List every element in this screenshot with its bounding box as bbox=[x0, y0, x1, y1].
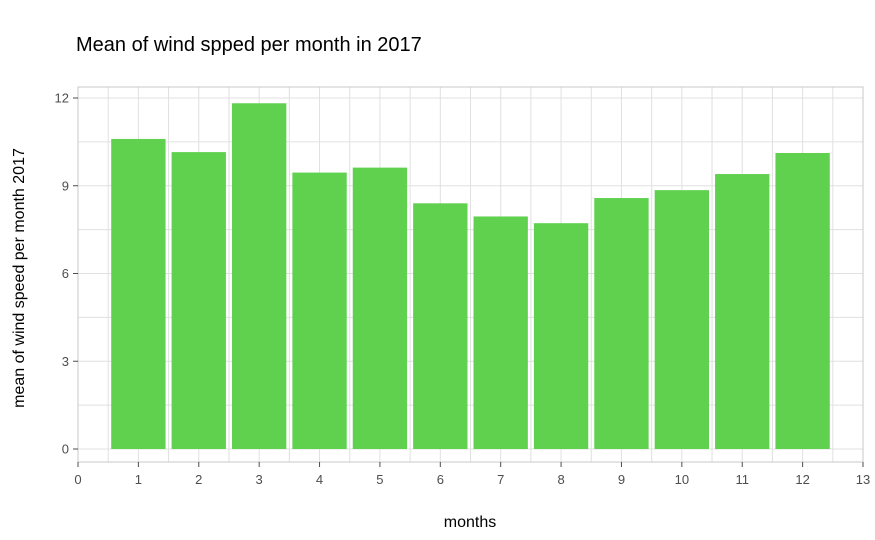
y-tick-label: 0 bbox=[62, 442, 69, 457]
bar-11 bbox=[715, 174, 770, 450]
bar-1 bbox=[111, 138, 166, 449]
bar-4 bbox=[292, 172, 347, 449]
bar-5 bbox=[352, 167, 408, 450]
y-axis: 0 3 6 9 12 bbox=[55, 91, 78, 457]
y-tick-label: 6 bbox=[62, 266, 69, 281]
chart-title: Mean of wind spped per month in 2017 bbox=[76, 34, 422, 56]
bar-6 bbox=[413, 203, 468, 449]
x-tick-label: 11 bbox=[735, 472, 749, 487]
x-tick-label: 0 bbox=[74, 472, 81, 487]
x-tick-label: 2 bbox=[195, 472, 202, 487]
x-tick-label: 9 bbox=[618, 472, 625, 487]
panel-border bbox=[77, 86, 864, 463]
x-tick-label: 4 bbox=[316, 472, 323, 487]
bar-9 bbox=[594, 198, 649, 449]
bar-7 bbox=[473, 216, 528, 449]
x-tick-label: 5 bbox=[376, 472, 383, 487]
y-axis-label: mean of wind speed per month 2017 bbox=[11, 148, 28, 408]
bar-3 bbox=[231, 103, 287, 449]
x-tick-label: 3 bbox=[256, 472, 263, 487]
x-tick-label: 13 bbox=[856, 472, 870, 487]
x-tick-label: 8 bbox=[557, 472, 564, 487]
x-axis: 0 1 2 3 4 5 6 7 8 9 10 11 12 13 bbox=[74, 462, 870, 487]
x-tick-label: 12 bbox=[795, 472, 809, 487]
x-tick-label: 6 bbox=[437, 472, 444, 487]
bar-2 bbox=[171, 152, 226, 450]
x-tick-label: 10 bbox=[675, 472, 689, 487]
bar-10 bbox=[654, 190, 710, 449]
bar-12 bbox=[775, 152, 830, 450]
bars bbox=[111, 103, 830, 450]
x-tick-label: 1 bbox=[135, 472, 142, 487]
y-tick-label: 3 bbox=[62, 354, 69, 369]
y-tick-label: 12 bbox=[55, 91, 69, 106]
y-tick-label: 9 bbox=[62, 178, 69, 193]
bar-8 bbox=[533, 223, 589, 449]
x-axis-label: months bbox=[444, 514, 496, 531]
x-tick-label: 7 bbox=[497, 472, 504, 487]
